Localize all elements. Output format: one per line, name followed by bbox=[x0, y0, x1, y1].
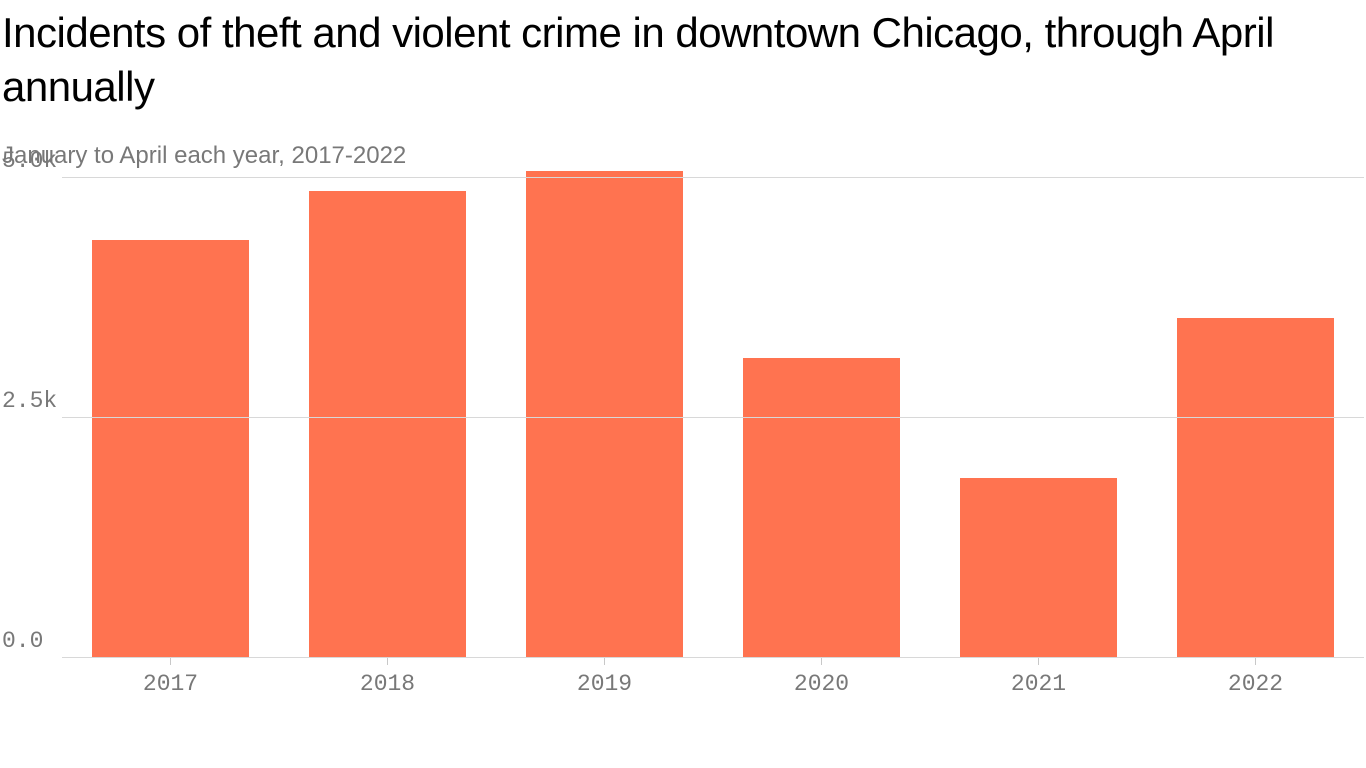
x-tick-mark bbox=[604, 658, 605, 665]
bar bbox=[92, 240, 248, 658]
x-tick-label: 2018 bbox=[360, 671, 415, 697]
x-tick-group: 2018 bbox=[279, 658, 496, 698]
x-tick-mark bbox=[1255, 658, 1256, 665]
bar bbox=[1177, 318, 1333, 658]
x-tick-label: 2020 bbox=[794, 671, 849, 697]
gridline bbox=[62, 177, 1364, 178]
bar bbox=[743, 358, 899, 658]
x-tick-group: 2019 bbox=[496, 658, 713, 698]
bar-slot bbox=[279, 178, 496, 658]
x-tick-mark bbox=[387, 658, 388, 665]
bar-slot bbox=[496, 178, 713, 658]
gridline bbox=[62, 417, 1364, 418]
bar bbox=[309, 191, 465, 658]
bar bbox=[526, 171, 682, 658]
y-tick-label: 0.0 bbox=[2, 628, 43, 654]
bars-region bbox=[62, 178, 1364, 658]
gridline bbox=[62, 657, 1364, 658]
x-axis: 2017 2018 2019 2020 2021 2022 bbox=[62, 658, 1364, 698]
x-tick-label: 2017 bbox=[143, 671, 198, 697]
y-tick-label: 5.0k bbox=[2, 148, 57, 174]
x-tick-mark bbox=[821, 658, 822, 665]
x-tick-label: 2019 bbox=[577, 671, 632, 697]
bar-slot bbox=[62, 178, 279, 658]
x-tick-mark bbox=[1038, 658, 1039, 665]
x-tick-mark bbox=[170, 658, 171, 665]
bar-slot bbox=[713, 178, 930, 658]
chart-title: Incidents of theft and violent crime in … bbox=[2, 6, 1364, 114]
y-axis: 0.02.5k5.0k bbox=[2, 178, 62, 658]
y-tick-label: 2.5k bbox=[2, 388, 57, 414]
chart-container: Incidents of theft and violent crime in … bbox=[0, 0, 1366, 768]
bar bbox=[960, 478, 1116, 658]
x-tick-group: 2017 bbox=[62, 658, 279, 698]
x-tick-group: 2021 bbox=[930, 658, 1147, 698]
bar-slot bbox=[930, 178, 1147, 658]
x-tick-group: 2022 bbox=[1147, 658, 1364, 698]
bar-slot bbox=[1147, 178, 1364, 658]
plot-area: 0.02.5k5.0k 201720182019202020212022 bbox=[2, 178, 1364, 698]
chart-subtitle: January to April each year, 2017-2022 bbox=[2, 142, 1364, 170]
x-tick-label: 2022 bbox=[1228, 671, 1283, 697]
x-tick-label: 2021 bbox=[1011, 671, 1066, 697]
x-tick-group: 2020 bbox=[713, 658, 930, 698]
